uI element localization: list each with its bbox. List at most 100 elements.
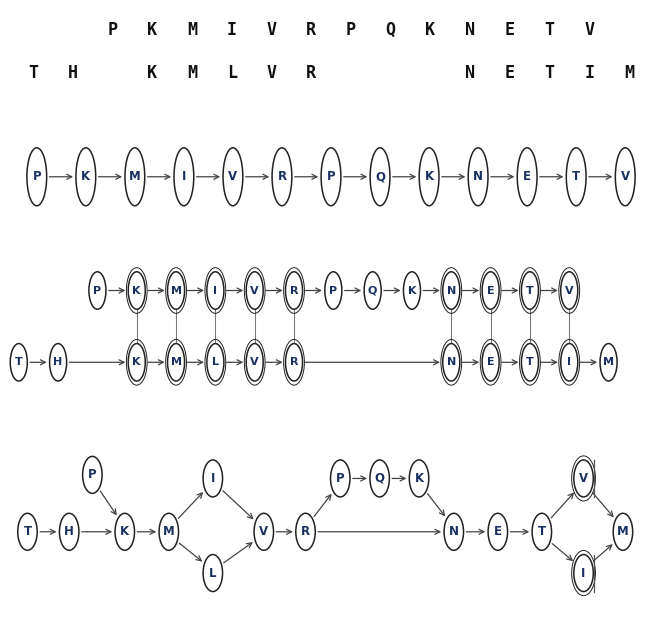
Ellipse shape	[167, 272, 185, 309]
Text: R: R	[290, 357, 299, 368]
Text: N: N	[447, 285, 456, 296]
Text: I: I	[181, 170, 186, 183]
Text: L: L	[209, 566, 216, 580]
Text: T: T	[23, 526, 32, 538]
Ellipse shape	[566, 148, 586, 206]
Text: V: V	[584, 21, 594, 39]
Ellipse shape	[574, 555, 593, 592]
Text: V: V	[621, 170, 630, 183]
Ellipse shape	[616, 148, 635, 206]
Text: Q: Q	[375, 472, 385, 485]
Ellipse shape	[444, 513, 463, 550]
Text: T: T	[15, 357, 23, 368]
Ellipse shape	[83, 456, 102, 494]
Ellipse shape	[482, 343, 499, 381]
Ellipse shape	[522, 272, 538, 309]
Text: K: K	[414, 472, 424, 485]
Text: K: K	[132, 285, 141, 296]
Ellipse shape	[517, 148, 537, 206]
Text: E: E	[523, 170, 531, 183]
Text: V: V	[579, 472, 588, 485]
Ellipse shape	[203, 555, 222, 592]
Text: K: K	[425, 21, 436, 39]
Text: K: K	[132, 357, 141, 368]
Ellipse shape	[409, 460, 429, 497]
Text: V: V	[250, 285, 259, 296]
Text: N: N	[465, 21, 475, 39]
Text: H: H	[68, 64, 78, 82]
Text: R: R	[306, 21, 316, 39]
Text: K: K	[147, 21, 158, 39]
Ellipse shape	[159, 513, 179, 550]
Text: E: E	[487, 357, 495, 368]
Text: V: V	[250, 357, 259, 368]
Text: M: M	[603, 357, 614, 368]
Ellipse shape	[325, 272, 342, 309]
Ellipse shape	[11, 343, 27, 381]
Ellipse shape	[488, 513, 508, 550]
Ellipse shape	[370, 460, 389, 497]
Ellipse shape	[600, 343, 617, 381]
Ellipse shape	[403, 272, 420, 309]
Ellipse shape	[522, 343, 538, 381]
Text: I: I	[581, 566, 586, 580]
Ellipse shape	[574, 460, 593, 497]
Text: E: E	[487, 285, 495, 296]
Text: M: M	[187, 21, 197, 39]
Ellipse shape	[561, 343, 578, 381]
Text: K: K	[408, 285, 416, 296]
Text: P: P	[88, 468, 97, 482]
Text: P: P	[329, 285, 338, 296]
Text: P: P	[336, 472, 345, 485]
Text: P: P	[93, 285, 101, 296]
Text: T: T	[526, 357, 534, 368]
Ellipse shape	[419, 148, 439, 206]
Text: M: M	[171, 285, 181, 296]
Ellipse shape	[167, 343, 185, 381]
Ellipse shape	[50, 343, 67, 381]
Ellipse shape	[128, 272, 145, 309]
Text: K: K	[424, 170, 434, 183]
Text: Q: Q	[385, 21, 396, 39]
Text: N: N	[473, 170, 483, 183]
Ellipse shape	[246, 272, 263, 309]
Ellipse shape	[561, 272, 578, 309]
Ellipse shape	[89, 272, 106, 309]
Text: M: M	[617, 526, 629, 538]
Text: I: I	[213, 285, 217, 296]
Text: V: V	[266, 64, 277, 82]
Text: T: T	[538, 526, 546, 538]
Ellipse shape	[330, 460, 350, 497]
Text: V: V	[228, 170, 238, 183]
Text: H: H	[54, 357, 63, 368]
Text: I: I	[584, 64, 594, 82]
Text: R: R	[290, 285, 299, 296]
Ellipse shape	[285, 343, 303, 381]
Ellipse shape	[370, 148, 390, 206]
Text: E: E	[504, 21, 515, 39]
Text: M: M	[187, 64, 197, 82]
Text: Q: Q	[368, 285, 377, 296]
Text: L: L	[226, 64, 237, 82]
Text: M: M	[129, 170, 141, 183]
Ellipse shape	[246, 343, 263, 381]
Ellipse shape	[613, 513, 633, 550]
Text: T: T	[572, 170, 581, 183]
Ellipse shape	[254, 513, 273, 550]
Ellipse shape	[203, 460, 222, 497]
Ellipse shape	[296, 513, 315, 550]
Text: P: P	[32, 170, 41, 183]
Text: T: T	[544, 64, 555, 82]
Text: E: E	[504, 64, 515, 82]
Text: K: K	[81, 170, 91, 183]
Text: R: R	[306, 64, 316, 82]
Text: N: N	[449, 526, 459, 538]
Text: I: I	[567, 357, 571, 368]
Ellipse shape	[128, 343, 145, 381]
Ellipse shape	[207, 343, 224, 381]
Text: P: P	[346, 21, 356, 39]
Ellipse shape	[482, 272, 499, 309]
Text: M: M	[163, 526, 175, 538]
Text: L: L	[212, 357, 219, 368]
Text: M: M	[171, 357, 181, 368]
